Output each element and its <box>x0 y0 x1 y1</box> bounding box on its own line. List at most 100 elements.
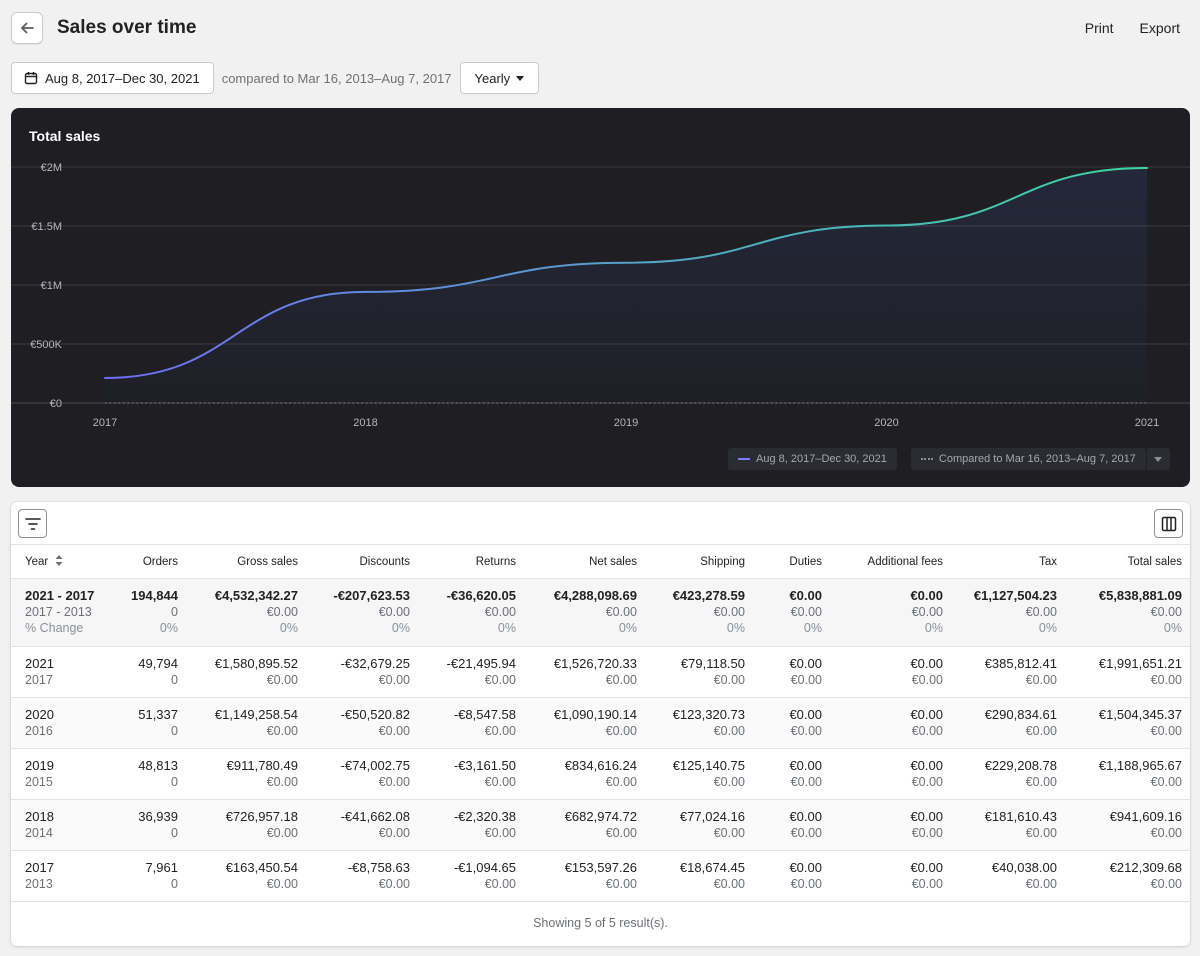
data-point-2021[interactable] <box>1144 165 1150 171</box>
orders-value: 36,939 <box>138 809 178 824</box>
year-label: 2017 <box>25 860 54 875</box>
column-header-discounts[interactable]: Discounts <box>306 544 418 579</box>
shipping-value: €77,024.16 <box>679 809 745 824</box>
summary-duties-compare: €0.00 <box>790 605 822 619</box>
legend-dropdown-button[interactable] <box>1145 448 1170 470</box>
summary-compare-label: 2017 - 2013 <box>25 605 92 619</box>
orders-cell: 7,961 0 <box>122 850 186 902</box>
x-tick-label: 2019 <box>614 417 638 429</box>
returns-value: -€3,161.50 <box>453 758 516 773</box>
summary-orders-cell: 194,844 0 0% <box>122 578 186 647</box>
back-button[interactable] <box>11 12 43 44</box>
summary-shipping-current: €423,278.59 <box>672 588 745 603</box>
filter-button[interactable] <box>18 509 47 538</box>
calendar-icon <box>24 72 38 85</box>
total-sales-chart: €0 €500K €1M €1.5M €2M 2017 2018 2019 2020 2021 T… <box>11 108 1190 487</box>
orders-compare-value: 0 <box>171 775 178 789</box>
date-range-button[interactable]: Aug 8, 2017–Dec 30, 2021 <box>11 62 214 94</box>
legend-swatch-current <box>738 458 750 460</box>
orders-cell: 48,813 0 <box>122 748 186 800</box>
shipping-compare-value: €0.00 <box>713 877 745 891</box>
table-row[interactable]: 2018 2014 36,939 0 €726,957.18 €0.00 -€41,662.… <box>11 799 1190 851</box>
data-point-2019[interactable] <box>623 260 629 266</box>
duties-value: €0.00 <box>789 809 822 824</box>
shipping-value: €79,118.50 <box>680 656 745 671</box>
summary-discounts-change: 0% <box>391 621 410 635</box>
year-cell: 2020 2016 <box>11 697 122 749</box>
table-row[interactable]: 2017 2013 7,961 0 €163,450.54 €0.00 -€8,758.63… <box>11 850 1190 902</box>
duties-cell: €0.00 €0.00 <box>753 748 830 800</box>
orders-cell: 49,794 0 <box>122 646 186 698</box>
table-row[interactable]: 2021 2017 49,794 0 €1,580,895.52 €0.00 -€32,67… <box>11 646 1190 698</box>
additional-fees-cell: €0.00 €0.00 <box>830 799 951 851</box>
y-tick-label: €2M <box>41 162 62 174</box>
gross-sales-compare-value: €0.00 <box>266 775 298 789</box>
summary-shipping-compare: €0.00 <box>713 605 745 619</box>
column-header-additional-fees[interactable]: Additional fees <box>830 544 951 579</box>
returns-value: -€21,495.94 <box>446 656 516 671</box>
shipping-cell: €125,140.75 €0.00 <box>645 748 753 800</box>
summary-discounts-compare: €0.00 <box>378 605 410 619</box>
column-header-orders[interactable]: Orders <box>122 544 186 579</box>
sort-icon <box>55 555 63 566</box>
column-header-returns[interactable]: Returns <box>418 544 524 579</box>
period-select[interactable]: Yearly <box>459 62 540 94</box>
gross-sales-value: €163,450.54 <box>225 860 298 875</box>
data-point-2020[interactable] <box>884 222 890 228</box>
data-point-2017[interactable] <box>102 375 108 381</box>
discounts-compare-value: €0.00 <box>378 673 410 687</box>
additional-fees-value: €0.00 <box>910 860 943 875</box>
year-label: 2020 <box>25 707 54 722</box>
additional-fees-compare-value: €0.00 <box>911 724 943 738</box>
caret-down-icon <box>1154 456 1163 462</box>
column-header-shipping[interactable]: Shipping <box>645 544 753 579</box>
duties-compare-value: €0.00 <box>790 877 822 891</box>
column-header-tax[interactable]: Tax <box>951 544 1065 579</box>
table-row[interactable]: 2020 2016 51,337 0 €1,149,258.54 €0.00 -€50,52… <box>11 697 1190 749</box>
total-sales-series-line <box>104 166 1148 379</box>
tax-cell: €229,208.78 €0.00 <box>951 748 1065 800</box>
column-header-gross-sales[interactable]: Gross sales <box>186 544 306 579</box>
print-button[interactable]: Print <box>1084 20 1114 36</box>
column-header-duties[interactable]: Duties <box>753 544 830 579</box>
shipping-value: €18,674.45 <box>679 860 745 875</box>
returns-cell: -€1,094.65 €0.00 <box>418 850 524 902</box>
total-sales-compare-value: €0.00 <box>1150 673 1182 687</box>
gross-sales-cell: €163,450.54 €0.00 <box>186 850 306 902</box>
returns-compare-value: €0.00 <box>484 826 516 840</box>
export-button[interactable]: Export <box>1139 20 1180 36</box>
data-point-2018[interactable] <box>363 289 369 295</box>
year-label: 2019 <box>25 758 54 773</box>
summary-shipping-cell: €423,278.59 €0.00 0% <box>645 578 753 647</box>
orders-value: 48,813 <box>138 758 178 773</box>
discounts-cell: -€50,520.82 €0.00 <box>306 697 418 749</box>
summary-total-sales-change: 0% <box>1163 621 1182 635</box>
year-label: 2021 <box>25 656 54 671</box>
column-header-net-sales[interactable]: Net sales <box>524 544 645 579</box>
tax-compare-value: €0.00 <box>1025 775 1057 789</box>
summary-duties-change: 0% <box>803 621 822 635</box>
net-sales-compare-value: €0.00 <box>605 877 637 891</box>
discounts-value: -€8,758.63 <box>347 860 410 875</box>
tax-cell: €40,038.00 €0.00 <box>951 850 1065 902</box>
additional-fees-cell: €0.00 €0.00 <box>830 697 951 749</box>
compare-year-label: 2015 <box>25 775 53 789</box>
chart-legend: Aug 8, 2017–Dec 30, 2021 Compared to Mar… <box>728 448 1170 470</box>
compare-text: compared to Mar 16, 2013–Aug 7, 2017 <box>221 70 452 86</box>
tax-value: €290,834.61 <box>984 707 1057 722</box>
chart-canvas: €0 €500K €1M €1.5M €2M 2017 2018 2019 2020 2021 <box>11 162 1190 429</box>
page-title: Sales over time <box>57 17 197 38</box>
net-sales-compare-value: €0.00 <box>605 724 637 738</box>
orders-compare-value: 0 <box>171 724 178 738</box>
summary-additional-fees-change: 0% <box>924 621 943 635</box>
summary-discounts-current: -€207,623.53 <box>333 588 410 603</box>
orders-value: 7,961 <box>145 860 178 875</box>
column-header-total-sales[interactable]: Total sales <box>1065 544 1190 579</box>
legend-compare[interactable]: Compared to Mar 16, 2013–Aug 7, 2017 <box>910 448 1146 470</box>
summary-additional-fees-compare: €0.00 <box>911 605 943 619</box>
columns-button[interactable] <box>1154 509 1183 538</box>
legend-current[interactable]: Aug 8, 2017–Dec 30, 2021 <box>728 448 897 470</box>
table-row[interactable]: 2019 2015 48,813 0 €911,780.49 €0.00 -€74,002.… <box>11 748 1190 800</box>
column-header-year[interactable]: Year <box>11 544 122 579</box>
net-sales-compare-value: €0.00 <box>605 673 637 687</box>
